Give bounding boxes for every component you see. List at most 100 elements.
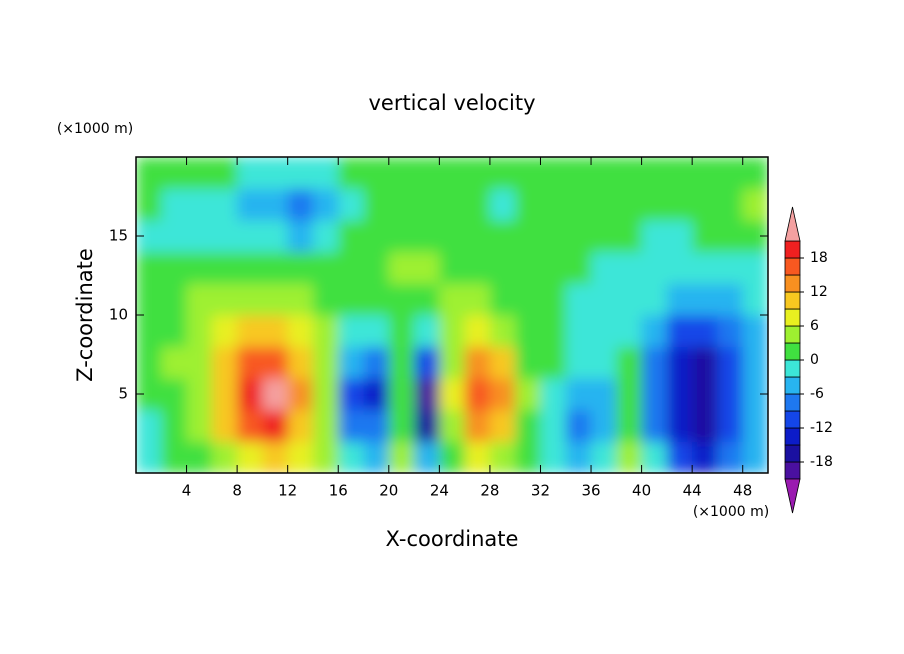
field-cell bbox=[338, 441, 365, 473]
field-cell bbox=[616, 283, 643, 316]
field-cell bbox=[439, 441, 466, 473]
field-cell bbox=[287, 251, 314, 284]
field-cell bbox=[287, 315, 314, 348]
field-cell bbox=[237, 251, 263, 284]
field-cell bbox=[338, 315, 365, 348]
field-cell bbox=[414, 441, 440, 473]
field-cell bbox=[186, 409, 213, 442]
field-cell bbox=[489, 157, 516, 190]
field-cell bbox=[540, 441, 567, 473]
field-cell bbox=[262, 441, 289, 473]
field-cell bbox=[717, 220, 744, 253]
field-cell bbox=[515, 441, 541, 473]
y-tick-label: 15 bbox=[109, 227, 128, 245]
field-cell bbox=[489, 409, 516, 442]
field-cell bbox=[237, 409, 263, 442]
field-cell bbox=[641, 251, 668, 284]
field-cell bbox=[262, 409, 289, 442]
field-cell bbox=[338, 251, 365, 284]
field-cell bbox=[464, 315, 491, 348]
field-cell bbox=[692, 346, 718, 379]
field-cell bbox=[211, 220, 238, 253]
field-cell bbox=[692, 378, 718, 411]
field-cell bbox=[692, 409, 718, 442]
field-cell bbox=[692, 157, 718, 190]
field-cell bbox=[237, 220, 263, 253]
x-tick-label: 40 bbox=[632, 482, 651, 500]
field-cell bbox=[540, 346, 567, 379]
field-cell bbox=[363, 188, 390, 221]
field-cell bbox=[666, 251, 693, 284]
field-cell bbox=[414, 220, 440, 253]
field-cell bbox=[616, 157, 643, 190]
field-cell bbox=[641, 188, 668, 221]
field-cell bbox=[616, 346, 643, 379]
field-cell bbox=[641, 441, 668, 473]
field-cell bbox=[439, 378, 466, 411]
field-cell bbox=[312, 283, 339, 316]
field-cell bbox=[489, 188, 516, 221]
field-cell bbox=[666, 346, 693, 379]
field-cell bbox=[211, 409, 238, 442]
field-cell bbox=[742, 283, 768, 316]
field-cell bbox=[161, 283, 188, 316]
colorbar-box bbox=[784, 376, 801, 395]
field-cell bbox=[287, 283, 314, 316]
field-cell bbox=[666, 283, 693, 316]
field-cell bbox=[312, 188, 339, 221]
field-cell bbox=[717, 157, 744, 190]
field-cell bbox=[464, 441, 491, 473]
field-cell bbox=[515, 188, 541, 221]
field-cell bbox=[388, 346, 415, 379]
field-cell bbox=[237, 157, 263, 190]
field-cell bbox=[439, 409, 466, 442]
field-cell bbox=[186, 441, 213, 473]
field-cell bbox=[312, 409, 339, 442]
field-cell bbox=[414, 157, 440, 190]
field-cell bbox=[439, 157, 466, 190]
field-cell bbox=[414, 409, 440, 442]
field-cell bbox=[414, 378, 440, 411]
field-cell bbox=[666, 188, 693, 221]
colorbar-extension-low bbox=[784, 478, 801, 514]
field-cell bbox=[161, 378, 188, 411]
field-cell bbox=[363, 441, 390, 473]
field-cell bbox=[540, 251, 567, 284]
field-cell bbox=[540, 283, 567, 316]
colorbar-tick-label: 6 bbox=[810, 318, 819, 334]
field-cell bbox=[540, 409, 567, 442]
field-cell bbox=[591, 283, 617, 316]
field-cell bbox=[186, 157, 213, 190]
x-tick-label: 20 bbox=[379, 482, 398, 500]
field-cell bbox=[666, 409, 693, 442]
field-cell bbox=[161, 409, 188, 442]
field-cell bbox=[641, 346, 668, 379]
field-cell bbox=[363, 157, 390, 190]
field-cell bbox=[692, 441, 718, 473]
field-cell bbox=[540, 157, 567, 190]
field-cell bbox=[262, 283, 289, 316]
field-cell bbox=[237, 283, 263, 316]
field-cell bbox=[136, 188, 162, 221]
field-cell bbox=[388, 188, 415, 221]
field-cell bbox=[515, 283, 541, 316]
field-cell bbox=[287, 409, 314, 442]
x-tick-label: 44 bbox=[683, 482, 702, 500]
x-tick-label: 12 bbox=[278, 482, 297, 500]
field-cell bbox=[616, 220, 643, 253]
field-cell bbox=[363, 251, 390, 284]
field-cell bbox=[161, 188, 188, 221]
field-cell bbox=[414, 283, 440, 316]
field-cell bbox=[363, 315, 390, 348]
field-cell bbox=[717, 346, 744, 379]
field-cell bbox=[211, 188, 238, 221]
field-cell bbox=[489, 378, 516, 411]
field-cell bbox=[641, 378, 668, 411]
field-cell bbox=[161, 346, 188, 379]
field-cell bbox=[186, 378, 213, 411]
field-cell bbox=[312, 251, 339, 284]
field-cell bbox=[616, 378, 643, 411]
field-cell bbox=[338, 157, 365, 190]
field-cell bbox=[666, 315, 693, 348]
field-cell bbox=[742, 157, 768, 190]
